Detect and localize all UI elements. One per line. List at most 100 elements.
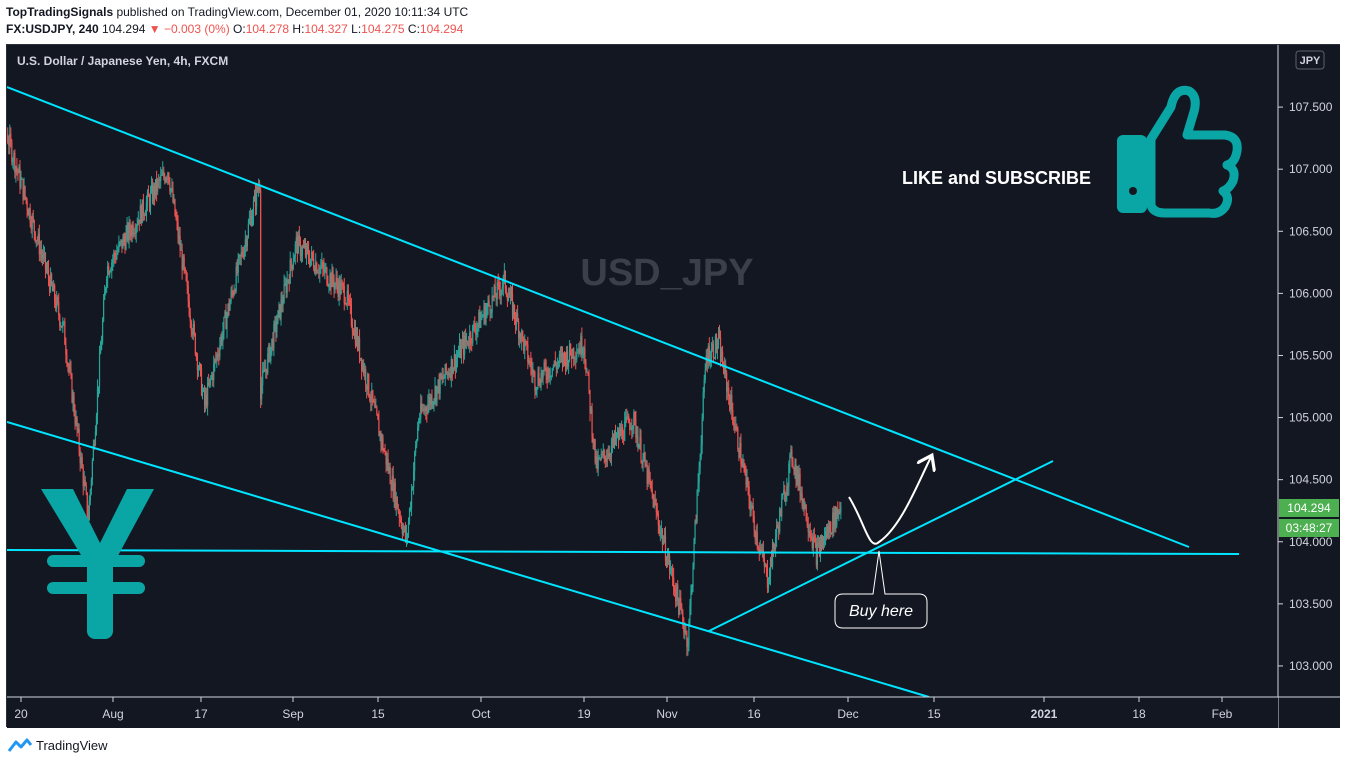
candle-body bbox=[391, 475, 393, 491]
candle-body bbox=[405, 534, 408, 539]
candle-body bbox=[20, 179, 22, 188]
candle-body bbox=[695, 520, 697, 523]
candle-body bbox=[514, 318, 517, 325]
candle-body bbox=[22, 178, 24, 200]
tradingview-logo-icon[interactable] bbox=[8, 737, 32, 753]
candle-body bbox=[108, 266, 110, 275]
candle-body bbox=[33, 220, 35, 232]
candle-body bbox=[129, 223, 131, 233]
candle-body bbox=[394, 482, 396, 508]
candle-body bbox=[737, 428, 739, 450]
candle-body bbox=[60, 325, 62, 327]
tradingview-brand[interactable]: TradingView bbox=[36, 737, 108, 753]
candle-body bbox=[513, 304, 516, 319]
candle-body bbox=[416, 440, 418, 446]
candle-body bbox=[714, 336, 717, 358]
candle-body bbox=[759, 548, 761, 553]
candle-body bbox=[197, 369, 200, 371]
chart-frame[interactable]: U.S. Dollar / Japanese Yen, 4h, FXCM USD… bbox=[6, 44, 1341, 728]
price-chart[interactable]: U.S. Dollar / Japanese Yen, 4h, FXCM USD… bbox=[7, 45, 1341, 728]
candle-body bbox=[139, 205, 141, 224]
candle-body bbox=[99, 349, 102, 355]
candle-body bbox=[242, 255, 244, 257]
candle-body bbox=[150, 185, 153, 192]
candle-body bbox=[253, 193, 256, 202]
candle-body bbox=[790, 449, 792, 455]
candle-body bbox=[324, 268, 326, 273]
horizontal-support-line[interactable] bbox=[7, 549, 1240, 555]
candle-body bbox=[496, 282, 498, 300]
candle-body bbox=[624, 421, 626, 441]
candle-body bbox=[725, 363, 727, 373]
candle-body bbox=[542, 370, 544, 379]
candle-body bbox=[352, 331, 355, 336]
candle-body bbox=[572, 348, 574, 359]
candle-body bbox=[584, 348, 586, 362]
ascending-trend-line[interactable] bbox=[708, 460, 1054, 632]
candle-body bbox=[156, 179, 158, 192]
candle-body bbox=[57, 296, 59, 303]
candle-body bbox=[347, 290, 349, 301]
buy-here-callout[interactable]: Buy here bbox=[834, 550, 928, 629]
candle-body bbox=[211, 374, 213, 379]
candle-body bbox=[403, 526, 406, 530]
candle-body bbox=[327, 284, 329, 286]
descending-support-line[interactable] bbox=[7, 421, 930, 698]
candle-body bbox=[660, 529, 662, 531]
candle-body bbox=[300, 254, 303, 256]
candle-body bbox=[185, 271, 187, 281]
descending-resistance-line[interactable] bbox=[7, 86, 1190, 548]
candle-body bbox=[121, 239, 123, 249]
candle-body bbox=[795, 463, 797, 482]
candle-body bbox=[301, 247, 304, 255]
candle-body bbox=[251, 215, 254, 226]
candle-body bbox=[213, 363, 215, 381]
candle-body bbox=[735, 426, 737, 430]
publisher-name[interactable]: TopTradingSignals bbox=[6, 5, 114, 19]
candle-body bbox=[647, 469, 649, 484]
candle-body bbox=[753, 516, 755, 531]
candle-body bbox=[216, 353, 218, 360]
candle-body bbox=[407, 521, 410, 535]
candle-body bbox=[778, 526, 780, 533]
candle-body bbox=[731, 395, 733, 411]
candle-body bbox=[230, 291, 232, 302]
candle-body bbox=[488, 300, 490, 306]
candle-body bbox=[750, 508, 752, 511]
candle-body bbox=[426, 411, 428, 414]
candle-body bbox=[122, 237, 124, 249]
candle-body bbox=[118, 242, 120, 251]
candle-body bbox=[151, 185, 154, 202]
last-price-tag-label: 104.294 bbox=[1287, 501, 1331, 515]
candle-body bbox=[255, 186, 258, 208]
candle-body bbox=[665, 560, 668, 565]
candle-body bbox=[559, 354, 562, 356]
time-axis[interactable]: 20 Aug 17 Sep 15 Oct 19 Nov 16 Dec 15 2021 18 Feb bbox=[7, 696, 1340, 728]
candle-body bbox=[787, 486, 789, 488]
candle-body bbox=[741, 464, 743, 467]
candle-body bbox=[261, 384, 263, 400]
candle-body bbox=[461, 339, 464, 345]
candle-body bbox=[732, 410, 734, 424]
candle-body bbox=[124, 240, 126, 250]
candle-body bbox=[442, 375, 444, 379]
candle-body bbox=[657, 514, 659, 525]
candle-body bbox=[492, 295, 494, 298]
candle-body bbox=[615, 435, 618, 441]
candle-body bbox=[259, 187, 261, 190]
candle-body bbox=[178, 235, 180, 238]
candle-body bbox=[247, 223, 250, 237]
candle-body bbox=[237, 257, 239, 274]
candle-body bbox=[131, 225, 133, 237]
currency-badge[interactable] bbox=[1295, 50, 1325, 70]
price-axis[interactable]: 107.500 107.000 106.500 106.000 105.500 105.0… bbox=[1277, 45, 1340, 728]
candle-body bbox=[786, 486, 788, 496]
candle-body bbox=[445, 364, 447, 373]
candle-body bbox=[400, 518, 402, 528]
candle-body bbox=[339, 280, 341, 294]
candle-body bbox=[201, 390, 204, 396]
candle-body bbox=[217, 353, 219, 356]
candle-body bbox=[612, 436, 615, 443]
candle-body bbox=[233, 290, 235, 296]
candle-body bbox=[200, 368, 203, 396]
